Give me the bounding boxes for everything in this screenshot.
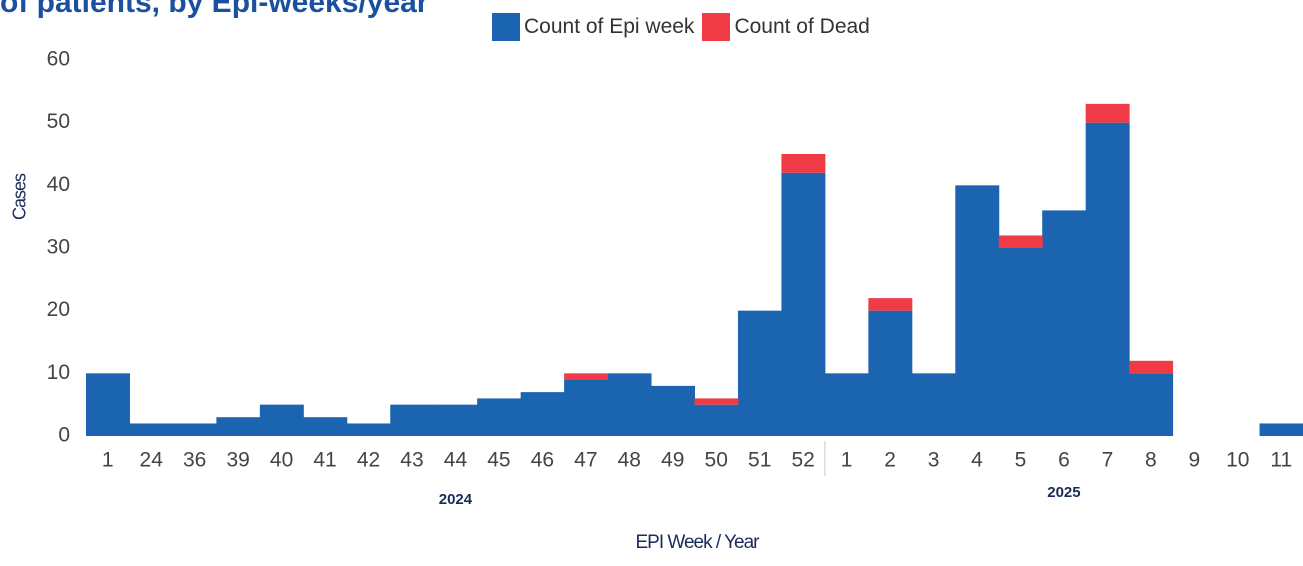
x-tick-label: 41 (313, 449, 336, 472)
bar-epi-week (520, 392, 565, 436)
x-tick-label: 11 (1270, 449, 1292, 472)
x-tick-label: 1 (102, 449, 114, 472)
bar-epi-week (694, 404, 739, 436)
bar-epi-week (172, 423, 217, 436)
bar-epi-week (303, 417, 348, 436)
x-tick-label: 40 (270, 449, 293, 472)
bar-dead (868, 298, 913, 311)
y-tick-label: 20 (47, 298, 70, 321)
x-tick-label: 36 (183, 449, 206, 472)
bar-dead (564, 373, 609, 380)
x-tick-label: 51 (748, 449, 771, 472)
bar-epi-week (1085, 122, 1130, 437)
x-tick-label: 5 (1015, 449, 1027, 472)
bar-epi-week (259, 404, 304, 436)
bar-epi-week (911, 373, 956, 436)
group-label: 2024 (439, 491, 473, 508)
bar-epi-week (998, 248, 1043, 436)
x-tick-label: 2 (884, 449, 896, 472)
bar-dead (781, 154, 826, 173)
legend-label-dead: Count of Dead (734, 15, 870, 38)
x-tick-label: 8 (1145, 449, 1157, 472)
y-tick-label: 30 (47, 236, 70, 259)
legend-swatch-epi (492, 13, 520, 41)
x-tick-label: 1 (841, 449, 853, 472)
bar-epi-week (86, 373, 130, 436)
bar-epi-week (651, 385, 695, 436)
x-tick-label: 10 (1226, 449, 1249, 472)
x-tick-label: 44 (444, 449, 468, 472)
bar-epi-week (781, 172, 826, 437)
chart-title-partial: of patients, by Epi-weeks/year (0, 0, 429, 19)
legend-item-epi: Count of Epi week (492, 13, 694, 41)
bar-dead (1085, 103, 1130, 123)
bar-epi-week (1259, 423, 1303, 436)
x-tick-label: 39 (226, 449, 249, 472)
x-tick-label: 47 (574, 449, 597, 472)
x-tick-label: 3 (928, 449, 940, 472)
group-label: 2025 (1047, 484, 1080, 501)
bar-epi-week (477, 398, 522, 436)
x-tick-label: 45 (487, 449, 510, 472)
bar-epi-week (216, 417, 261, 436)
bar-epi-week (1129, 373, 1174, 436)
x-tick-label: 48 (618, 449, 641, 472)
y-tick-label: 60 (47, 48, 70, 71)
y-tick-label: 10 (47, 361, 70, 384)
bar-epi-week (737, 310, 782, 436)
bar-epi-week (607, 373, 652, 436)
bar-epi-week (955, 185, 1000, 436)
bar-epi-week (390, 404, 435, 436)
x-tick-label: 7 (1102, 449, 1114, 472)
legend: Count of Epi week Count of Dead (492, 13, 878, 41)
bar-epi-week (868, 310, 913, 436)
x-tick-label: 52 (791, 449, 814, 472)
bar-epi-week (824, 373, 869, 436)
bar-dead (998, 235, 1043, 248)
x-tick-label: 4 (971, 449, 983, 472)
bar-epi-week (346, 423, 391, 436)
bar-dead (694, 398, 739, 405)
y-tick-label: 50 (47, 110, 70, 133)
legend-label-epi: Count of Epi week (524, 15, 695, 38)
x-tick-label: 49 (661, 449, 684, 472)
x-axis-label: EPI Week / Year (635, 532, 759, 553)
x-tick-label: 42 (357, 449, 380, 472)
bar-dead (1129, 360, 1174, 374)
bar-epi-week (129, 423, 174, 436)
legend-swatch-dead (702, 13, 731, 41)
bar-epi-week (433, 404, 478, 436)
x-tick-label: 43 (400, 449, 423, 472)
y-tick-label: 40 (47, 173, 70, 196)
bar-epi-week (564, 379, 609, 436)
x-tick-label: 24 (140, 449, 164, 472)
bar-epi-week (1042, 210, 1087, 436)
x-tick-label: 6 (1058, 449, 1070, 472)
y-tick-label: 0 (58, 424, 70, 447)
x-tick-label: 46 (531, 449, 554, 472)
legend-item-dead: Count of Dead (702, 13, 870, 41)
x-tick-label: 50 (705, 449, 728, 472)
x-tick-label: 9 (1188, 449, 1200, 472)
